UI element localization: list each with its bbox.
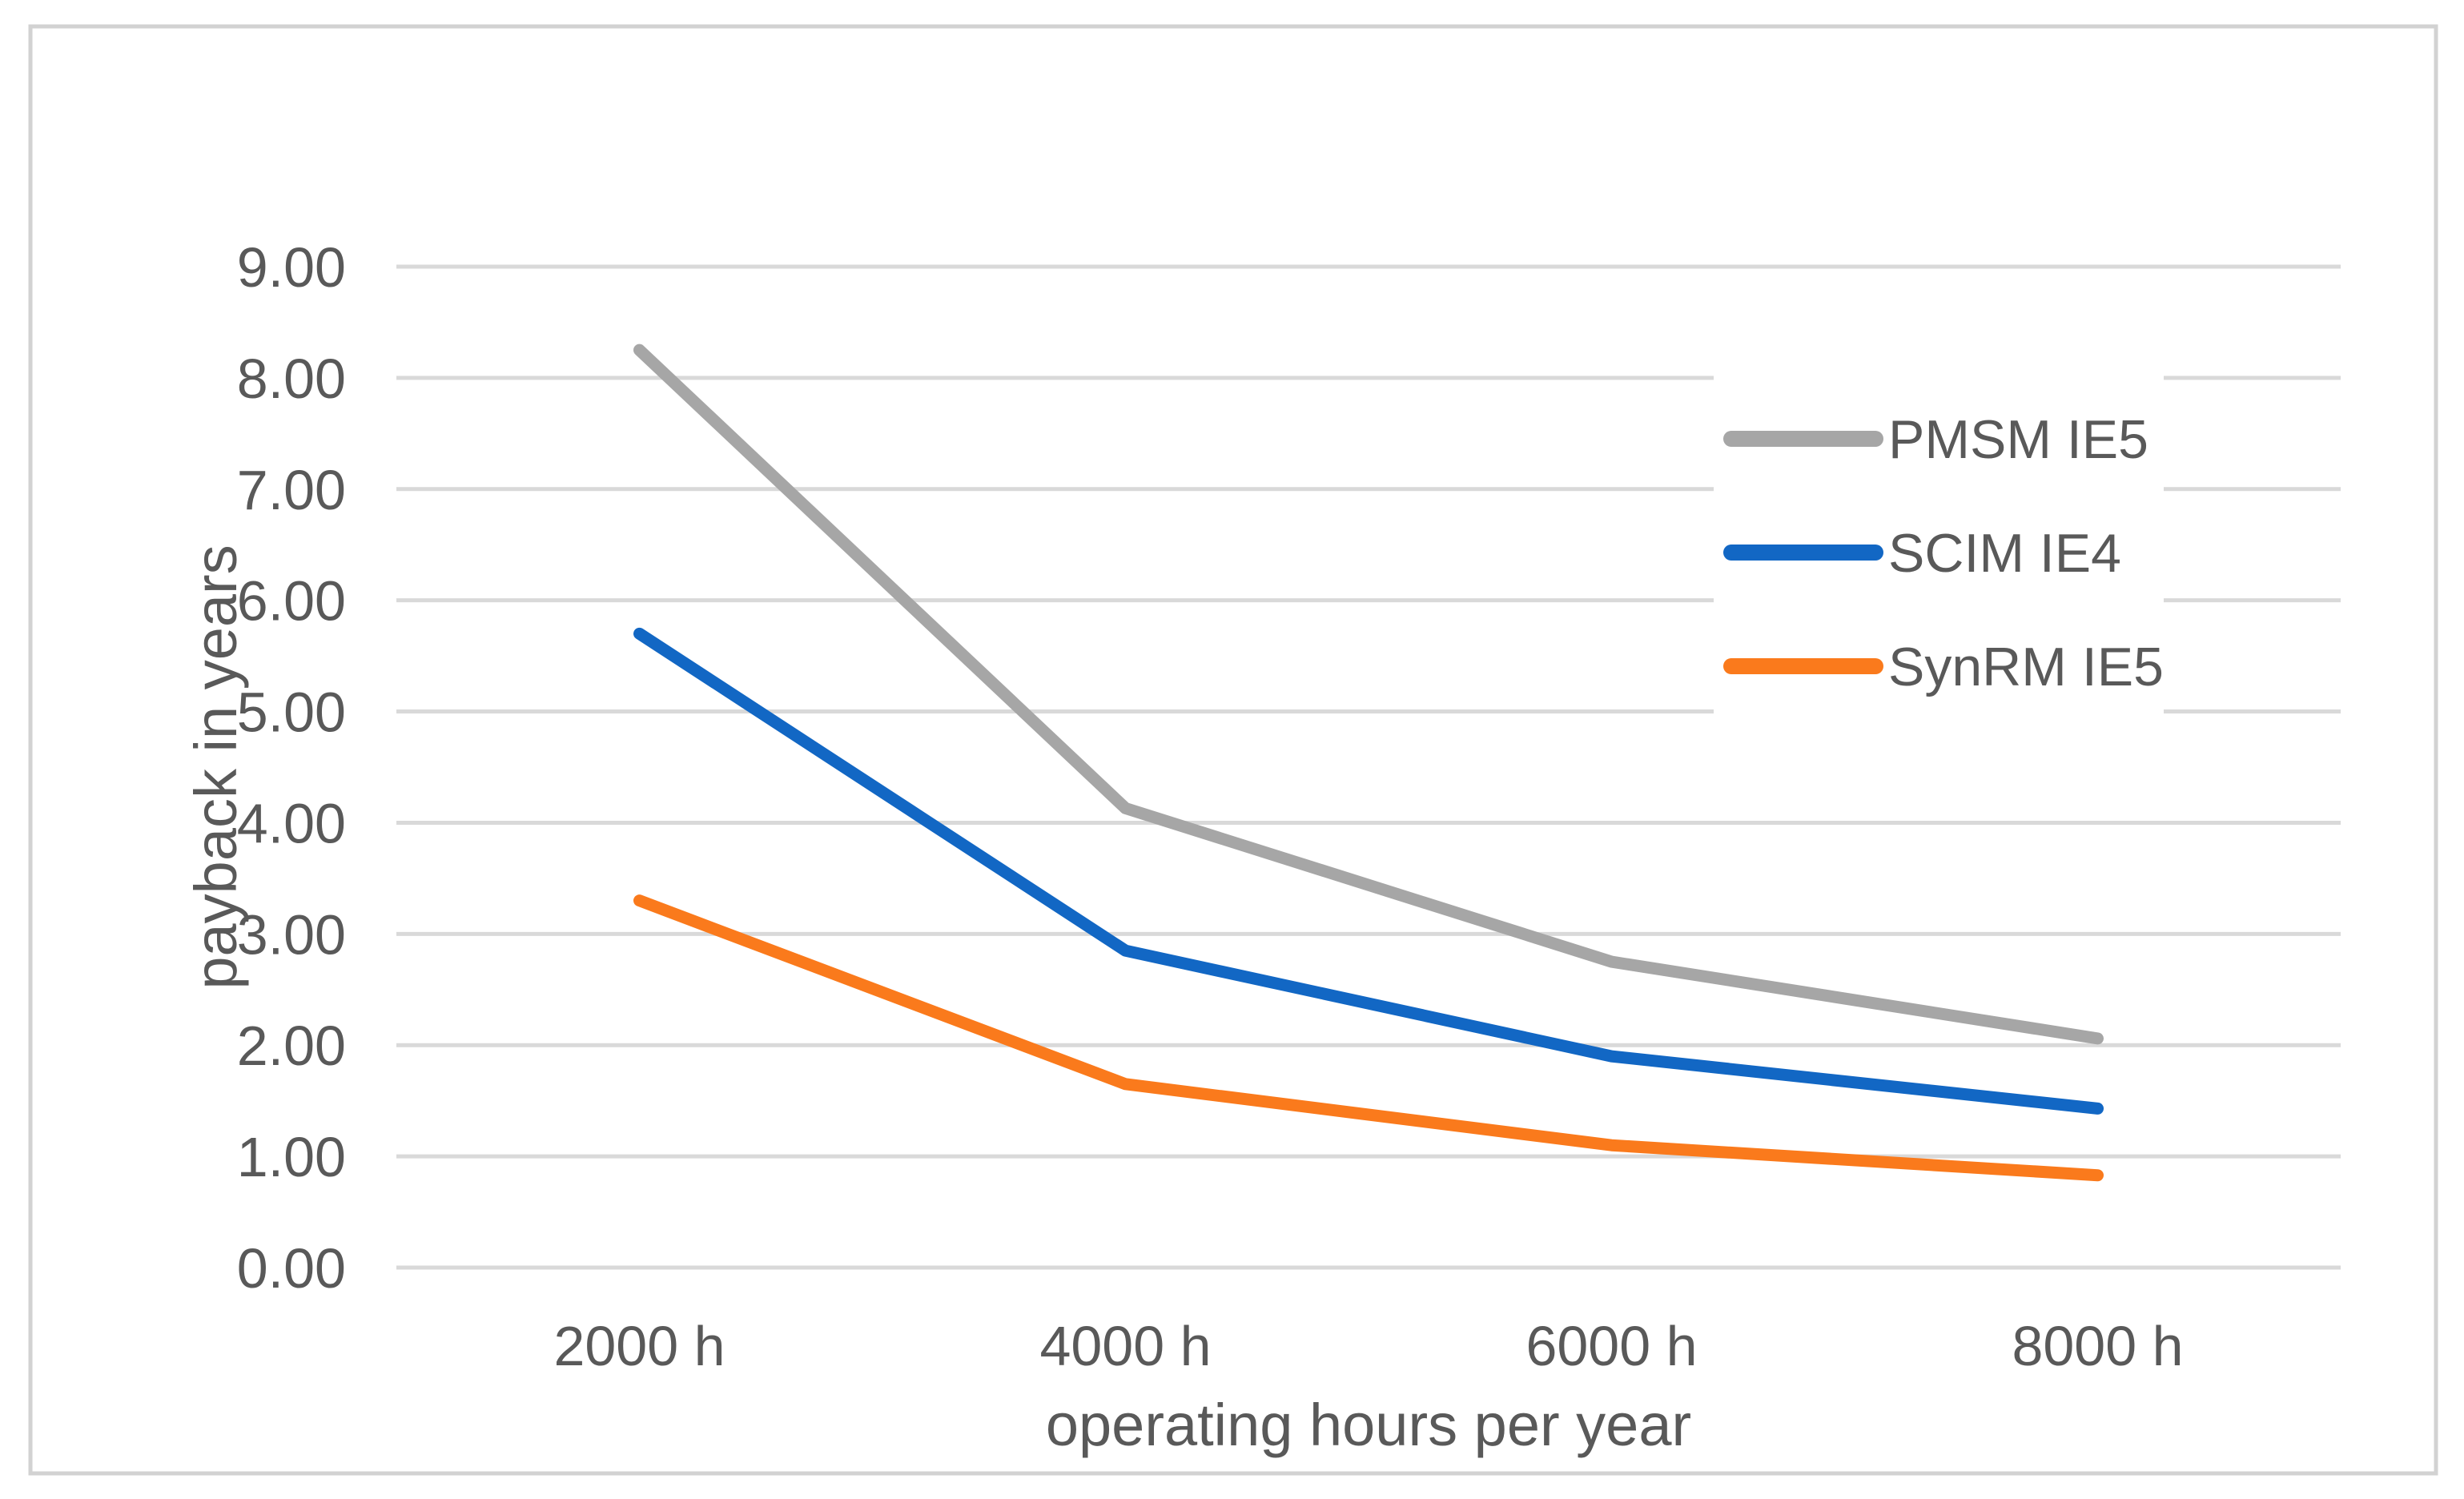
y-tick-label: 0.00 xyxy=(237,1237,346,1300)
y-tick-label: 5.00 xyxy=(237,681,346,744)
y-tick-label: 9.00 xyxy=(237,236,346,299)
y-tick-label: 2.00 xyxy=(237,1015,346,1077)
y-tick-label: 4.00 xyxy=(237,792,346,854)
y-tick-label: 8.00 xyxy=(237,348,346,410)
x-axis-title: operating hours per year xyxy=(1046,1392,1691,1458)
x-tick-label: 6000 h xyxy=(1525,1315,1697,1377)
x-tick-label: 2000 h xyxy=(553,1315,725,1377)
y-axis-title: payback in years xyxy=(183,545,249,989)
y-tick-label: 7.00 xyxy=(237,459,346,521)
y-tick-label: 3.00 xyxy=(237,903,346,966)
x-tick-label: 4000 h xyxy=(1039,1315,1211,1377)
legend-label-pmsm-ie5[interactable]: PMSM IE5 xyxy=(1888,409,2148,470)
series-line-pmsm-ie5[interactable] xyxy=(633,344,2104,1045)
series-line-scim-ie4[interactable] xyxy=(633,627,2104,1115)
series-line-synrm-ie5[interactable] xyxy=(633,894,2104,1182)
chart-frame xyxy=(28,24,2438,1476)
legend-label-scim-ie4[interactable]: SCIM IE4 xyxy=(1888,523,2121,584)
y-tick-label: 6.00 xyxy=(237,570,346,633)
legend-label-synrm-ie5[interactable]: SynRM IE5 xyxy=(1888,637,2164,697)
x-tick-label: 8000 h xyxy=(2012,1315,2183,1377)
y-tick-label: 1.00 xyxy=(237,1126,346,1188)
